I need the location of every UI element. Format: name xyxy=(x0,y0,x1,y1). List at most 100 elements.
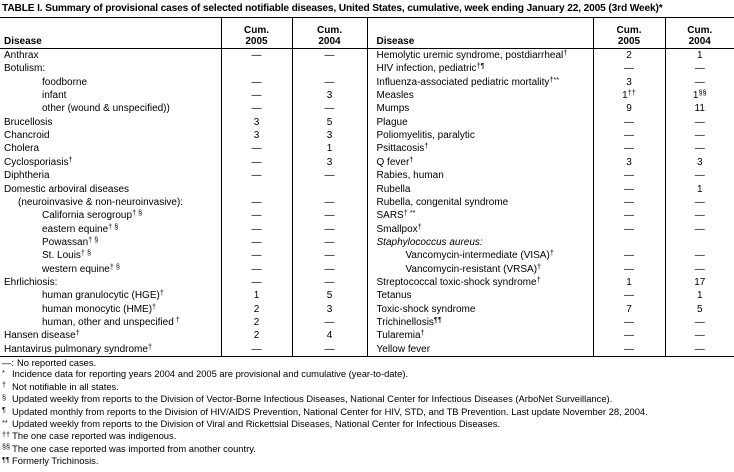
value-cell xyxy=(593,235,666,250)
disease-label: Chancroid xyxy=(4,130,50,142)
disease-cell: Diphtheria xyxy=(0,169,222,183)
disease-cell: Q fever† xyxy=(367,155,594,170)
value-cell: 1 xyxy=(221,289,293,303)
value-cell: — xyxy=(221,342,293,357)
disease-label: human, other and unspecified xyxy=(42,316,174,328)
value-cell: — xyxy=(694,343,705,355)
cum-label: Cum. xyxy=(244,25,269,36)
value-cell: 1 xyxy=(696,183,703,195)
value-cell: — xyxy=(292,275,368,290)
value-cell: — xyxy=(694,210,705,222)
disease-cell: eastern equine† § xyxy=(0,222,222,236)
value-cell: — xyxy=(292,222,368,236)
disease-label: Hemolytic uremic syndrome, postdiarrheal xyxy=(376,50,564,62)
value-cell: — xyxy=(593,195,666,210)
value-cell: — xyxy=(221,262,293,276)
value-cell: — xyxy=(221,142,293,156)
value-cell: — xyxy=(694,170,705,182)
disease-label: Rubella, congenital syndrome xyxy=(376,196,509,208)
value-cell: 3 xyxy=(221,129,293,143)
footnote-marker: † xyxy=(159,289,164,298)
disease-cell: Influenza-associated pediatric mortality… xyxy=(367,75,594,90)
value-cell: — xyxy=(694,130,705,142)
value-cell: — xyxy=(221,222,293,236)
footnote-marker: † xyxy=(549,249,554,258)
disease-cell: (neuroinvasive & non-neuroinvasive): xyxy=(0,195,222,210)
disease-label: Cyclosporiasis xyxy=(4,156,69,168)
value-cell: 3 xyxy=(696,156,703,168)
footnote-marker: † § xyxy=(108,222,119,231)
col-header-cum2005-left: Cum. 2005 xyxy=(221,17,293,49)
table-row: Cyclosporiasis† —3 Q fever† 3 3 xyxy=(0,155,734,170)
footnote-marker: † § xyxy=(88,235,99,244)
value-cell: 1§§ xyxy=(692,88,707,102)
disease-cell: Tularemia† xyxy=(367,329,594,343)
footnote-marker: † xyxy=(2,380,7,390)
disease-cell: Psittacosis† xyxy=(367,142,594,156)
footnote: †† The one case reported was indigenous. xyxy=(2,430,734,442)
footnote-marker: † xyxy=(152,302,157,311)
footnote-marker: † xyxy=(417,222,422,231)
table-row: Brucellosis 3 5 Plague — — xyxy=(0,115,734,130)
footnote-text: Formerly Trichinosis. xyxy=(12,455,99,467)
value-cell: — xyxy=(593,182,666,196)
disease-cell: other (wound & unspecified)) xyxy=(0,102,222,116)
col-header-cum2004-left: Cum. 2004 xyxy=(292,17,368,49)
value-cell: — xyxy=(221,235,293,250)
value-cell: — xyxy=(694,76,705,88)
value-cell: — xyxy=(694,250,705,262)
value-cell: — xyxy=(593,315,666,330)
table-row: Ehrlichiosis: — — Streptococcal toxic-shock… xyxy=(0,275,734,290)
year-label: 2004 xyxy=(688,36,711,47)
table-row: Diphtheria — — Rabies, human — — xyxy=(0,169,734,183)
footnote-marker: † xyxy=(68,155,73,164)
footnote-text: Updated weekly from reports to the Divis… xyxy=(12,418,501,430)
disease-label: Streptococcal toxic-shock syndrome xyxy=(376,276,537,288)
footnote-marker: † xyxy=(173,315,180,324)
disease-cell: Hemolytic uremic syndrome, postdiarrheal… xyxy=(367,48,594,63)
disease-label: Botulism: xyxy=(4,63,46,75)
value-cell: 4 xyxy=(292,329,368,343)
table-row: human, other and unspecified † 2— Trichine… xyxy=(0,315,734,330)
disease-cell: Smallpox† xyxy=(367,222,594,236)
disease-label: other (wound & unspecified)) xyxy=(42,103,170,115)
table-header: Disease Cum. 2005 Cum. 2004 Disease Cum.… xyxy=(0,17,734,49)
table-row: Anthrax — — Hemolytic uremic syndrome, post… xyxy=(0,48,734,63)
disease-label: Staphylococcus aureus: xyxy=(376,236,483,248)
disease-cell: Tetanus xyxy=(367,289,594,303)
table-row: Hansen disease† 2 4 Tularemia† — — xyxy=(0,329,734,343)
footnote-marker: §§ xyxy=(698,88,707,98)
disease-label: human monocytic (HME) xyxy=(42,303,153,315)
value-cell: — xyxy=(221,155,293,170)
disease-label: (neuroinvasive & non-neuroinvasive): xyxy=(18,196,184,208)
value-cell xyxy=(221,182,293,196)
value-cell: 5 xyxy=(292,115,368,130)
disease-cell: Measles xyxy=(367,89,594,103)
table-row: eastern equine† § — — Smallpox† — — xyxy=(0,222,734,236)
footnotes: —: No reported cases. * Incidence data for … xyxy=(2,357,734,468)
footnote-text: Updated weekly from reports to the Divis… xyxy=(12,393,613,405)
disease-label: St. Louis xyxy=(42,250,81,262)
disease-label: Influenza-associated pediatric mortality xyxy=(376,76,550,88)
disease-label: SARS xyxy=(376,210,404,222)
table-row: Domestic arboviral diseases Rubella — 1 xyxy=(0,182,734,196)
value-cell: — xyxy=(593,129,666,143)
table-row: other (wound & unspecified)) — — Mumps 9 11 xyxy=(0,102,734,116)
disease-label: Powassan xyxy=(42,236,89,248)
value-cell: — xyxy=(694,316,705,328)
value-cell: — xyxy=(694,196,705,208)
footnote-marker: ** xyxy=(2,417,8,427)
value-cell: 2 xyxy=(221,329,293,343)
disease-cell: California serogroup† § xyxy=(0,209,222,223)
value-cell xyxy=(292,182,368,196)
footnote-text: No reported cases. xyxy=(16,357,97,368)
header-row: Disease Cum. 2005 Cum. 2004 Disease Cum.… xyxy=(0,17,734,49)
value-cell: — xyxy=(292,169,368,183)
disease-label: Toxic-shock syndrome xyxy=(376,303,476,315)
table-row: (neuroinvasive & non-neuroinvasive): — — Ru… xyxy=(0,195,734,210)
footnote-marker: † xyxy=(420,329,425,338)
footnote-marker: †¶ xyxy=(476,62,485,71)
value-cell: — xyxy=(292,102,368,116)
disease-label: foodborne xyxy=(42,76,88,88)
disease-cell: human granulocytic (HGE)† xyxy=(0,289,222,303)
